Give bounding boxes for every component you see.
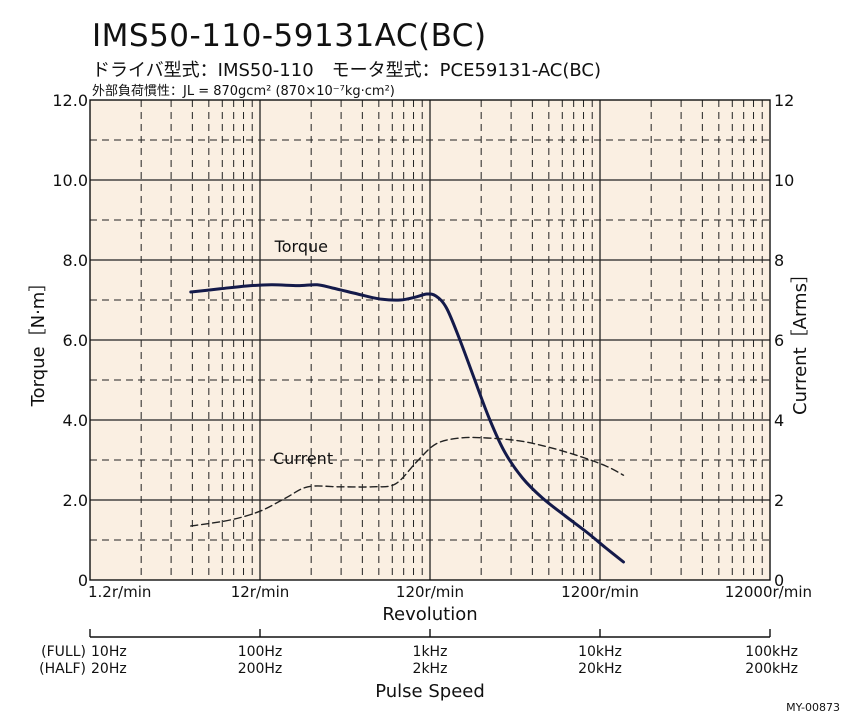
x-tick-label: 1200r/min: [561, 583, 639, 601]
y-axis-label-right: Current［Arms］: [790, 265, 811, 415]
x-tick-label: 1.2r/min: [88, 583, 151, 601]
series-annotations: Torque Current: [273, 237, 333, 468]
y-tick-label-right: 6: [774, 331, 784, 350]
y-tick-label-right: 4: [774, 411, 784, 430]
y-tick-label-right: 2: [774, 491, 784, 510]
pulse-axis-title: Pulse Speed: [375, 681, 485, 702]
x-axis-label: Revolution: [382, 604, 477, 625]
pulse-label-half: 2kHz: [413, 661, 448, 677]
document-id: MY-00873: [786, 701, 840, 714]
chart-subtitle: ドライバ型式：IMS50-110 モータ型式：PCE59131-AC(BC): [92, 60, 602, 81]
load-inertia-note: 外部負荷慣性：JL = 870gcm² (870×10⁻⁷kg·cm²): [92, 84, 395, 99]
y-tick-label-right: 8: [774, 251, 784, 270]
pulse-label-half: 20Hz: [91, 661, 127, 677]
x-tick-label: 12000r/min: [725, 583, 812, 601]
pulse-label-full: 10kHz: [578, 644, 622, 660]
left-axis-ticks: 0 2.0 4.0 6.0 8.0 10.0 12.0: [52, 91, 88, 590]
pulse-row-label-half: (HALF): [39, 661, 86, 677]
y-tick-label-left: 0: [78, 571, 88, 590]
x-tick-label: 120r/min: [396, 583, 464, 601]
series-lines: [189, 283, 625, 564]
series-label: Torque: [274, 237, 328, 256]
y-tick-label-right: 0: [774, 571, 784, 590]
y-tick-label-left: 6.0: [63, 331, 88, 350]
plot-frame: [89, 99, 771, 581]
pulse-row-label-full: (FULL): [41, 644, 86, 660]
pulse-label-full: 100Hz: [238, 644, 283, 660]
pulse-label-half: 200Hz: [238, 661, 283, 677]
y-tick-label-left: 2.0: [63, 491, 88, 510]
chart-title: IMS50-110-59131AC(BC): [92, 18, 487, 54]
y-tick-label-left: 10.0: [52, 171, 88, 190]
x-tick-label: 12r/min: [231, 583, 290, 601]
current-line: [190, 436, 625, 527]
y-tick-label-right: 10: [774, 171, 794, 190]
series-label: Current: [273, 449, 333, 468]
y-tick-label-left: 12.0: [52, 91, 88, 110]
y-tick-label-left: 4.0: [63, 411, 88, 430]
pulse-label-full: 10Hz: [91, 644, 127, 660]
pulse-label-half: 20kHz: [578, 661, 622, 677]
y-tick-label-left: 8.0: [63, 251, 88, 270]
grid-lines: [90, 100, 770, 580]
torque-line: [189, 283, 625, 564]
pulse-label-full: 1kHz: [413, 644, 448, 660]
pulse-label-full: 100kHz: [745, 644, 798, 660]
y-axis-label-left: Torque［N·m］: [28, 274, 49, 408]
right-axis-ticks: 0 2 4 6 8 10 12: [774, 91, 794, 590]
y-tick-label-right: 12: [774, 91, 794, 110]
x-axis-ticks: 1.2r/min 12r/min 120r/min 1200r/min 12000r/m…: [88, 583, 812, 601]
pulse-label-half: 200kHz: [745, 661, 798, 677]
